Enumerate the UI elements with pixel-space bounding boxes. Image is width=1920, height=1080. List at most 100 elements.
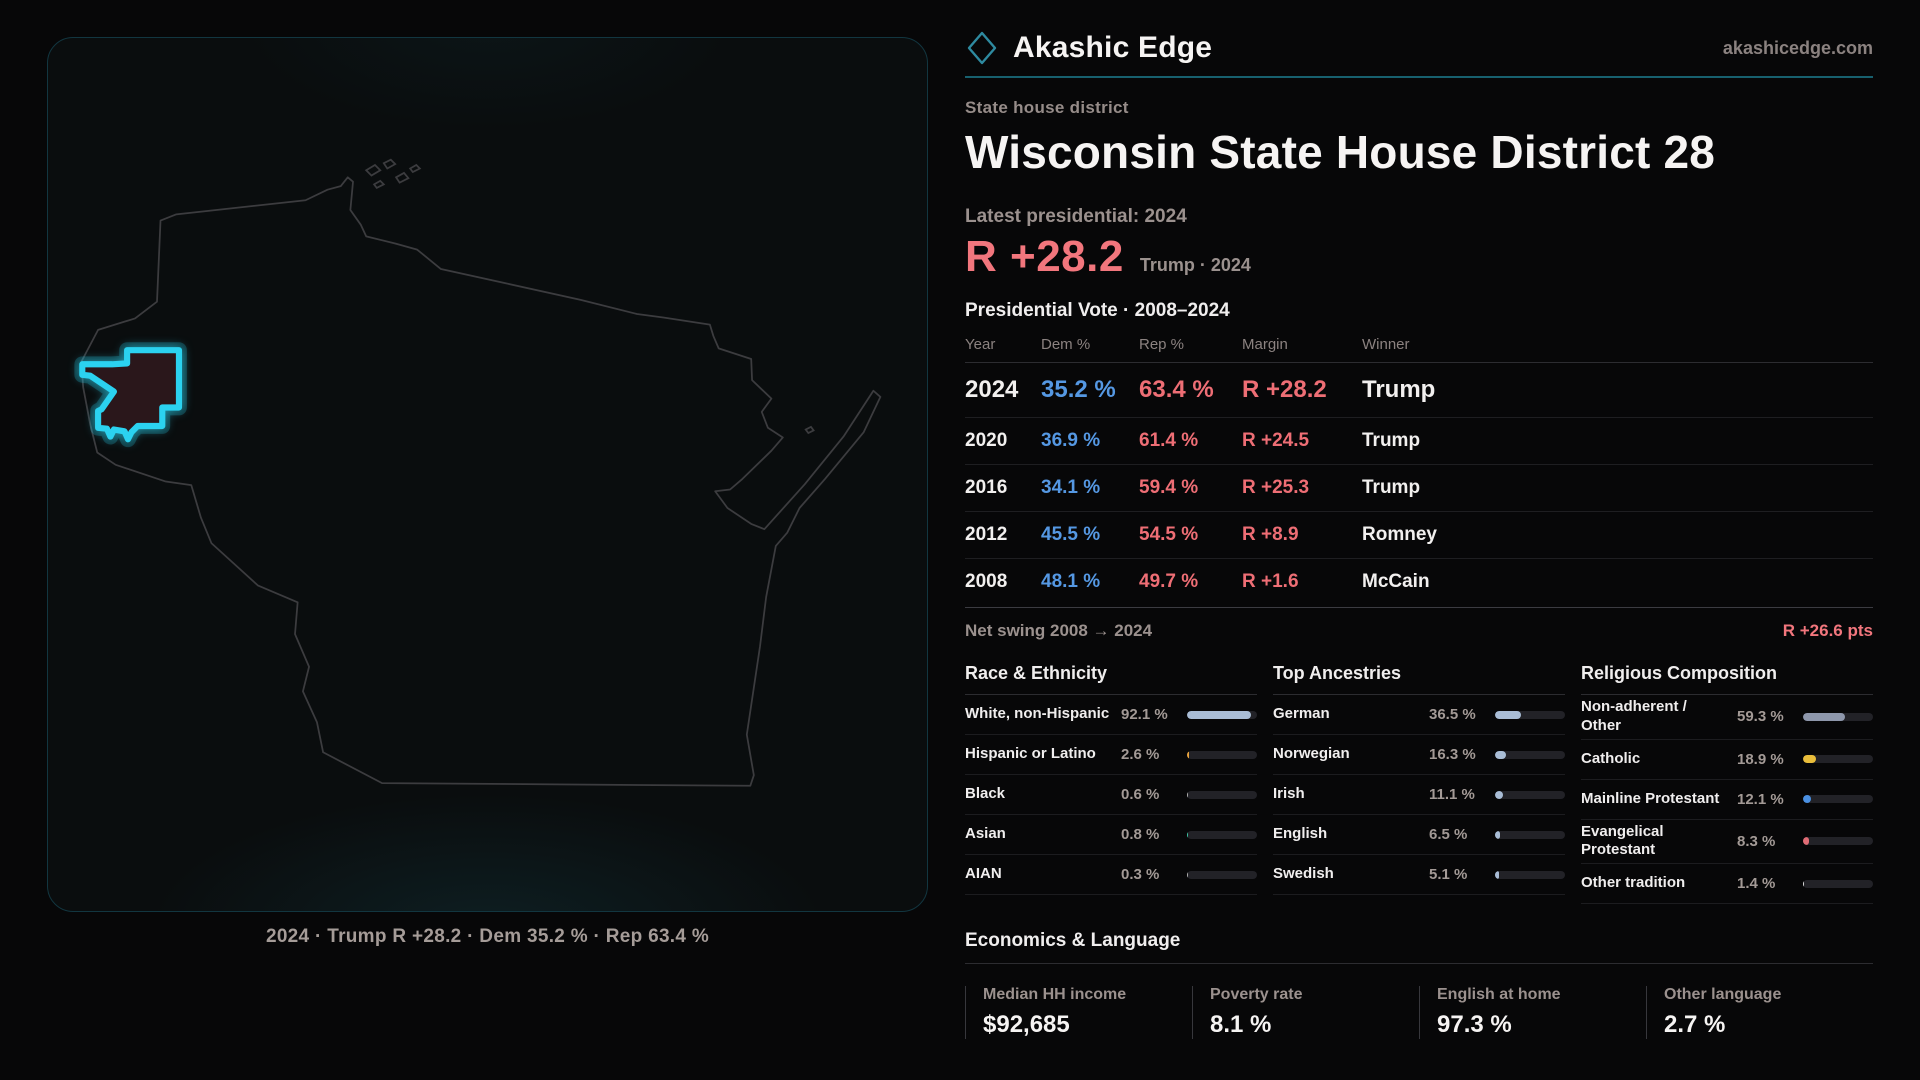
demographic-bar-track — [1803, 795, 1873, 803]
demo-rows: German 36.5 % Norwegian 16.3 % Irish 11.… — [1273, 695, 1565, 895]
economics-title: Economics & Language — [965, 930, 1873, 964]
cell-winner: Trump — [1362, 430, 1421, 451]
net-swing-value: R +26.6 pts — [1782, 621, 1873, 640]
stat-value: 97.3 % — [1437, 1011, 1512, 1038]
cell-margin: R +25.3 — [1242, 477, 1310, 498]
demographic-label: Mainline Protestant — [1581, 789, 1720, 807]
stat-label: Poverty rate — [1210, 986, 1303, 1003]
cell-winner: Trump — [1362, 477, 1421, 498]
page-title: Wisconsin State House District 28 — [965, 126, 1716, 178]
economics-stat: Other language 2.7 % — [1646, 986, 1873, 1039]
headline-margin-context: Trump · 2024 — [1139, 255, 1251, 275]
cell-dem-pct: 36.9 % — [1041, 430, 1101, 451]
demo-rows: White, non-Hispanic 92.1 % Hispanic or L… — [965, 695, 1257, 895]
demographic-row: White, non-Hispanic 92.1 % — [965, 695, 1257, 735]
demographics: Race & Ethnicity White, non-Hispanic 92.… — [965, 663, 1873, 904]
demographic-bar-fill — [1803, 879, 1804, 888]
demographic-label: Norwegian — [1273, 745, 1350, 763]
demographic-row: Non-adherent / Other 59.3 % — [1581, 695, 1873, 740]
cell-year: 2012 — [965, 524, 1008, 545]
demographic-row: Other tradition 1.4 % — [1581, 864, 1873, 904]
cell-rep-pct: 59.4 % — [1139, 477, 1199, 498]
net-swing-row: Net swing 2008 → 2024 R +26.6 pts — [965, 607, 1873, 641]
cell-margin: R +8.9 — [1242, 524, 1299, 545]
demographic-bar-fill — [1187, 830, 1188, 839]
demographic-bar-fill — [1495, 830, 1500, 839]
demographic-label: Catholic — [1581, 749, 1641, 767]
cell-dem-pct: 48.1 % — [1041, 571, 1101, 592]
demographic-bar-fill — [1495, 870, 1499, 879]
demographic-label: Non-adherent / Other — [1581, 698, 1687, 734]
demographic-column: Top Ancestries German 36.5 % Norwegian 1… — [1273, 663, 1565, 904]
election-header-cell: Rep % — [1139, 336, 1185, 353]
demographic-row: English 6.5 % — [1273, 815, 1565, 855]
election-table-row: 2024 35.2 % 63.4 % R +28.2 Trump — [965, 363, 1873, 418]
demographic-label: Asian — [965, 825, 1006, 843]
demographic-bar-fill — [1187, 790, 1188, 799]
stat-label: Median HH income — [983, 986, 1127, 1003]
header: Akashic Edge akashicedge.com — [965, 30, 1873, 66]
demographic-label: Hispanic or Latino — [965, 745, 1096, 763]
wisconsin-map — [74, 158, 882, 787]
demographic-value: 6.5 % — [1429, 826, 1468, 843]
kicker: State house district — [965, 98, 1129, 117]
election-header-cell: Year — [965, 336, 996, 353]
demographic-row: Black 0.6 % — [965, 775, 1257, 815]
cell-dem-pct: 34.1 % — [1041, 477, 1101, 498]
cell-rep-pct: 61.4 % — [1139, 430, 1199, 451]
wisconsin-state-outline — [80, 176, 882, 787]
demographic-value: 8.3 % — [1737, 832, 1776, 850]
cell-rep-pct: 63.4 % — [1139, 376, 1214, 403]
demographic-bar-fill — [1187, 710, 1252, 719]
cell-margin: R +24.5 — [1242, 430, 1310, 451]
cell-year: 2008 — [965, 571, 1008, 592]
stat-value: 2.7 % — [1664, 1011, 1726, 1038]
cell-winner: Trump — [1362, 376, 1436, 403]
district-28-shape[interactable] — [79, 347, 183, 443]
cell-winner: Romney — [1362, 524, 1437, 545]
map-caption: 2024 · Trump R +28.2 · Dem 35.2 % · Rep … — [265, 926, 710, 947]
demographic-value: 92.1 % — [1121, 706, 1168, 723]
cell-margin: R +28.2 — [1242, 376, 1327, 403]
district-map-panel — [47, 37, 928, 912]
demographic-value: 18.9 % — [1737, 750, 1784, 768]
demographic-row: Evangelical Protestant 8.3 % — [1581, 820, 1873, 864]
brand: Akashic Edge — [965, 30, 1212, 66]
demographic-bar-track — [1803, 837, 1873, 846]
demographic-value: 1.4 % — [1737, 875, 1776, 892]
headline-margin-row: R +28.2 Trump · 2024 — [965, 232, 1873, 282]
demographic-value: 59.3 % — [1737, 708, 1784, 726]
brand-domain-link[interactable]: akashicedge.com — [1722, 37, 1873, 58]
apostle-islands-outline — [364, 158, 422, 190]
demographic-bar-fill — [1803, 755, 1817, 763]
demographic-value: 0.6 % — [1121, 786, 1160, 803]
cell-margin: R +1.6 — [1242, 571, 1299, 592]
demographic-bar-track — [1803, 879, 1873, 888]
cell-year: 2024 — [965, 376, 1019, 403]
demographic-bar-track — [1187, 750, 1257, 759]
demographic-column-title: Top Ancestries — [1273, 663, 1565, 695]
demographic-row: Asian 0.8 % — [965, 815, 1257, 855]
door-island-outline — [804, 425, 815, 435]
demo-rows: Non-adherent / Other 59.3 % Catholic 18.… — [1581, 695, 1873, 904]
demographic-bar-fill — [1495, 750, 1507, 759]
demographic-label: White, non-Hispanic — [965, 705, 1110, 723]
election-header-cell: Margin — [1242, 336, 1288, 353]
demographic-row: German 36.5 % — [1273, 695, 1565, 735]
cell-winner: McCain — [1362, 571, 1430, 592]
demographic-value: 5.1 % — [1429, 866, 1468, 883]
net-swing-label: Net swing 2008 → 2024 — [965, 621, 1153, 640]
demographic-value: 12.1 % — [1737, 790, 1784, 808]
header-divider — [965, 76, 1873, 78]
demographic-bar-track — [1495, 870, 1565, 879]
demographic-row: Irish 11.1 % — [1273, 775, 1565, 815]
demographic-label: Black — [965, 785, 1006, 803]
demographic-bar-fill — [1803, 712, 1845, 721]
economics-stat: Median HH income $92,685 — [965, 986, 1192, 1039]
cell-rep-pct: 49.7 % — [1139, 571, 1199, 592]
cell-dem-pct: 35.2 % — [1041, 376, 1116, 403]
demographic-value: 2.6 % — [1121, 746, 1160, 763]
demographic-label: Swedish — [1273, 865, 1334, 883]
demographic-bar-fill — [1803, 837, 1809, 846]
election-header-cell: Dem % — [1041, 336, 1091, 353]
